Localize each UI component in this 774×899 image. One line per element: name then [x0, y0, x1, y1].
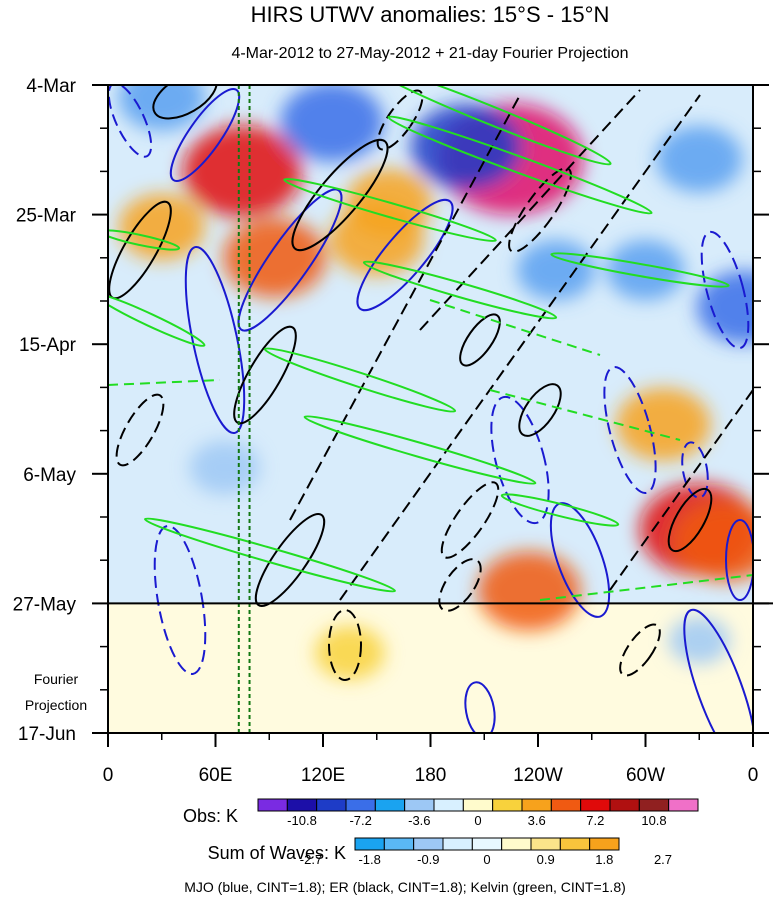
x-tick-label: 180 — [415, 765, 447, 786]
y-tick-label: 6-May — [23, 465, 76, 486]
colorbar-tick-label: 1.8 — [595, 852, 613, 867]
colorbar-swatch — [316, 798, 347, 812]
colorbar-swatch — [471, 837, 503, 851]
colorbar-swatch — [442, 837, 473, 851]
x-tick-label: 120W — [513, 765, 563, 786]
colorbar-swatch — [433, 798, 464, 812]
anomaly-blob — [223, 218, 327, 298]
colorbar-swatch — [521, 798, 552, 812]
projection-background — [108, 603, 753, 733]
colorbar-swatch — [345, 798, 376, 812]
x-tick-label: 0 — [103, 765, 114, 786]
wave-contours — [108, 85, 753, 733]
y-tick-label: 25-Mar — [16, 206, 77, 227]
y-tick-label: 27-May — [13, 594, 77, 615]
colorbar-swatch — [413, 837, 444, 851]
anomaly-blob — [118, 193, 205, 261]
anomaly-blob — [410, 103, 522, 190]
colorbar-swatch — [550, 798, 582, 812]
y-tick-label: 17-Jun — [18, 724, 76, 745]
obs-colorbar-label: Obs: K — [183, 806, 238, 826]
colorbar-swatch — [492, 798, 523, 812]
x-tick-label: 0 — [748, 765, 759, 786]
colorbar-swatch — [589, 837, 620, 851]
colorbar-swatch — [609, 798, 640, 812]
x-tick-label: 120E — [301, 765, 345, 786]
anomaly-blob — [696, 270, 753, 344]
anomaly-field — [118, 85, 753, 680]
projection-label-line2: Projection — [25, 697, 87, 713]
chart-title: HIRS UTWV anomalies: 15°S - 15°N — [251, 2, 610, 27]
contour-legend-footer: MJO (blue, CINT=1.8); ER (black, CINT=1.… — [184, 879, 626, 895]
obs-colorbar: -10.8 -7.2 -3.6 0 3.6 7.2 10.8 — [257, 798, 699, 828]
anomaly-blob — [189, 440, 260, 495]
projection-label-line1: Fourier — [34, 671, 79, 687]
x-tick-label: 60E — [199, 765, 233, 786]
y-axis: 4-Mar 25-Mar 15-Apr 6-May 27-May 17-Jun — [13, 76, 769, 745]
anomaly-blob — [477, 551, 581, 631]
er-negative-contours — [115, 89, 753, 681]
colorbar-swatch — [404, 798, 435, 812]
waves-colorbar: -2.7 -1.8 -0.9 0 0.9 1.8 2.7 — [300, 837, 672, 867]
x-axis: 0 60E 120E 180 120W 60W 0 — [103, 733, 759, 786]
colorbar-tick-label: -0.9 — [417, 852, 439, 867]
colorbar-swatch — [354, 837, 385, 851]
colorbar-swatch — [383, 837, 415, 851]
x-tick-label: 60W — [626, 765, 665, 786]
colorbar-swatch — [559, 837, 591, 851]
colorbar-tick-label: -7.2 — [349, 813, 371, 828]
colorbar-tick-label: 3.6 — [528, 813, 546, 828]
colorbar-swatch — [530, 837, 561, 851]
anomaly-blob — [656, 125, 743, 193]
y-tick-label: 15-Apr — [19, 335, 77, 356]
colorbar-tick-label: -10.8 — [287, 813, 317, 828]
reference-lines — [237, 85, 251, 733]
colorbar-swatch — [257, 798, 288, 812]
colorbar-tick-label: -2.7 — [300, 852, 322, 867]
kelvin-negative-contours — [108, 299, 753, 601]
colorbar-swatch — [668, 798, 699, 812]
waves-colorbar-label: Sum of Waves: K — [208, 843, 346, 863]
colorbar-tick-label: 10.8 — [641, 813, 666, 828]
colorbar-swatch — [638, 798, 670, 812]
colorbar-swatch — [501, 837, 532, 851]
colorbar-swatch — [462, 798, 494, 812]
anomaly-blob — [315, 625, 385, 680]
anomaly-blob — [674, 502, 753, 582]
chart-subtitle: 4-Mar-2012 to 27-May-2012 + 21-day Fouri… — [231, 45, 628, 62]
colorbar-tick-label: 7.2 — [586, 813, 604, 828]
anomaly-blob — [606, 240, 685, 301]
colorbar-tick-label: 0 — [474, 813, 481, 828]
colorbar-swatch — [286, 798, 318, 812]
anomaly-blob — [182, 125, 303, 218]
colorbar-tick-label: -3.6 — [408, 813, 430, 828]
y-tick-label: 4-Mar — [26, 76, 76, 97]
plot-area — [107, 84, 773, 734]
colorbar-swatch — [374, 798, 406, 812]
colorbar-swatch — [580, 798, 611, 812]
kelvin-contours — [108, 85, 730, 593]
colorbar-tick-label: 2.7 — [654, 852, 672, 867]
colorbar-tick-label: -1.8 — [358, 852, 380, 867]
colorbar-tick-label: 0.9 — [537, 852, 555, 867]
anomaly-blob — [118, 85, 205, 131]
colorbar-tick-label: 0 — [483, 852, 490, 867]
anomaly-blob — [280, 85, 384, 162]
anomaly-blob — [616, 388, 711, 461]
anomaly-blob — [516, 240, 595, 301]
